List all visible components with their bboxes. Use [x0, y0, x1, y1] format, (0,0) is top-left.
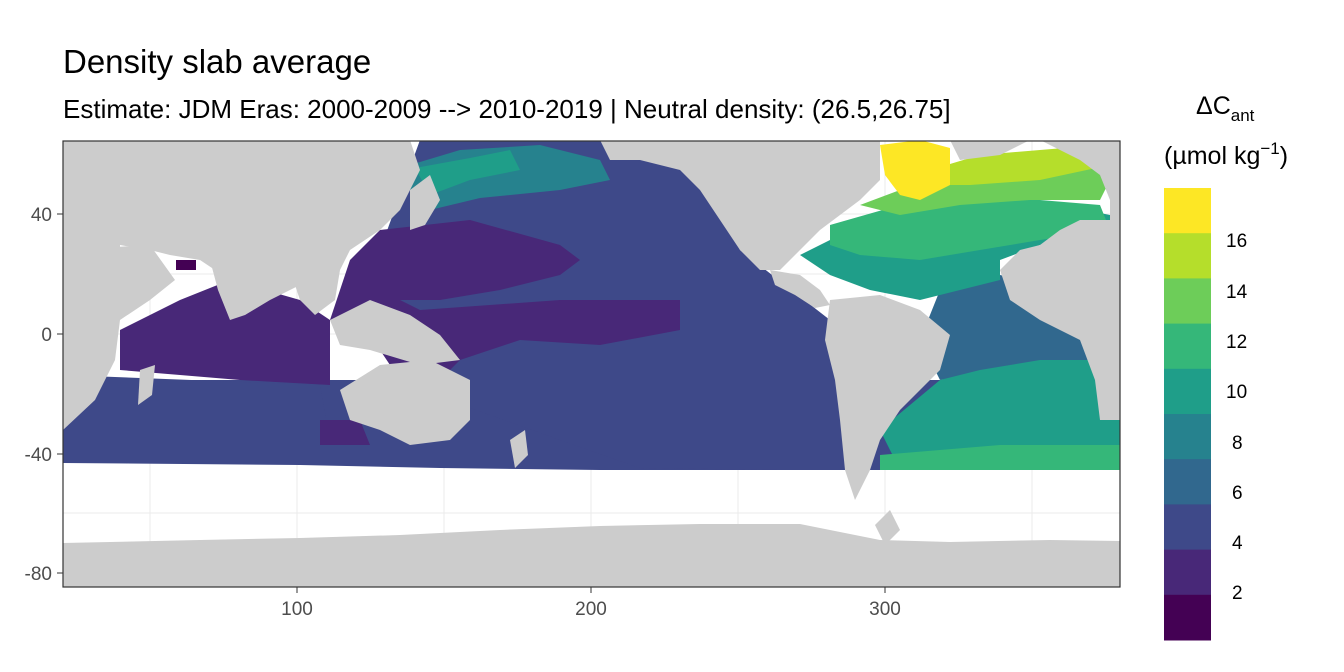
legend-unit-exp: −1 — [1260, 139, 1279, 158]
legend-color-bin — [1164, 278, 1211, 325]
land-japan — [410, 175, 440, 230]
region-arabian-sea-north — [176, 260, 196, 270]
land-arabia-asia — [100, 141, 420, 315]
y-tick-label: 0 — [41, 325, 52, 346]
legend-title: ΔCant — [1196, 92, 1255, 125]
land-central-america — [770, 270, 830, 308]
legend-label: 16 — [1226, 231, 1247, 252]
land-antarctica — [63, 524, 1120, 587]
legend-unit-suffix: ) — [1280, 142, 1288, 170]
legend-title-sub: ant — [1231, 106, 1255, 125]
legend-color-bin — [1164, 323, 1211, 370]
x-tick-label: 200 — [575, 599, 607, 620]
legend-color-bin — [1164, 233, 1211, 279]
legend-color-bin — [1164, 414, 1211, 460]
y-tick-label: -80 — [25, 564, 52, 585]
legend-color-bin — [1164, 188, 1211, 234]
legend-label: 4 — [1232, 533, 1243, 554]
legend-unit: (µmol kg−1) — [1164, 139, 1288, 170]
region-labrador-sea — [880, 141, 950, 200]
y-tick-label: -40 — [25, 445, 52, 466]
region-south-atlantic-band — [880, 445, 1120, 470]
legend-color-bin — [1164, 459, 1211, 505]
land-east-africa — [63, 245, 175, 430]
region-northwest-pacific-core — [415, 150, 520, 195]
legend-color-bin — [1164, 594, 1211, 641]
map-panel — [63, 141, 1120, 587]
land-europe-africa-east — [1000, 141, 1120, 420]
land-madagascar — [138, 365, 155, 405]
land-india — [210, 260, 265, 320]
chart-subtitle: Estimate: JDM Eras: 2000-2009 --> 2010-2… — [63, 94, 951, 124]
legend-color-bin — [1164, 368, 1211, 415]
legend-label: 12 — [1226, 332, 1247, 353]
x-tick-label: 300 — [869, 599, 901, 620]
legend-label: 10 — [1226, 382, 1247, 403]
land-australia — [340, 360, 470, 445]
chart-title: Density slab average — [63, 43, 372, 80]
legend-label: 14 — [1226, 282, 1248, 303]
land-maritime-se-asia — [330, 300, 460, 365]
region-indian-ocean — [120, 280, 330, 385]
legend-label: 2 — [1232, 583, 1243, 604]
region-southwest-australia — [320, 420, 370, 445]
legend: ΔCant (µmol kg−1) 16 14 12 10 8 6 4 2 — [1164, 92, 1288, 641]
legend-labels: 16 14 12 10 8 6 4 2 — [1226, 231, 1248, 604]
legend-color-bin — [1164, 549, 1211, 596]
legend-unit-prefix: (µmol kg — [1164, 142, 1260, 170]
y-axis: 40 0 -40 -80 — [25, 205, 63, 585]
land — [63, 141, 1120, 587]
x-tick-label: 100 — [281, 599, 313, 620]
legend-label: 8 — [1232, 433, 1243, 454]
y-tick-label: 40 — [31, 205, 52, 226]
region-indian-south — [63, 375, 330, 440]
legend-color-bin — [1164, 504, 1211, 551]
land-new-zealand — [510, 430, 528, 468]
legend-colorbar — [1164, 188, 1211, 641]
land-south-america — [825, 295, 950, 500]
legend-label: 6 — [1232, 483, 1243, 504]
land-greenland — [950, 141, 1028, 160]
x-axis: 100 200 300 — [281, 587, 901, 620]
land-antarctic-peninsula — [875, 510, 900, 545]
legend-title-main: ΔC — [1196, 92, 1231, 120]
region-northeast-atlantic — [930, 145, 1110, 185]
land-indochina — [290, 260, 340, 315]
land-north-america — [600, 141, 880, 270]
